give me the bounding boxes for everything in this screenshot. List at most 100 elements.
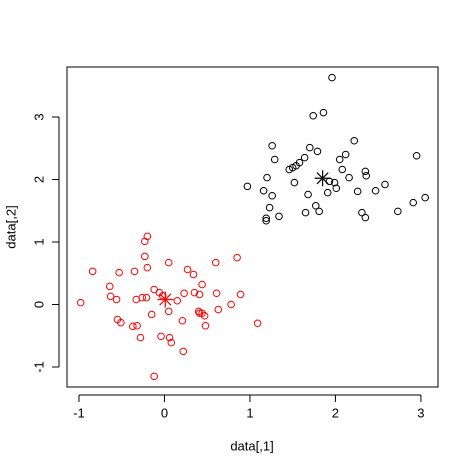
point bbox=[362, 171, 370, 180]
point bbox=[332, 184, 341, 193]
point bbox=[112, 295, 121, 304]
plot-frame bbox=[66, 66, 439, 388]
point bbox=[300, 153, 309, 162]
point bbox=[268, 191, 276, 200]
y-tick-label: 3 bbox=[31, 113, 46, 120]
point bbox=[143, 232, 152, 241]
point bbox=[330, 178, 339, 187]
point bbox=[353, 187, 362, 196]
point bbox=[259, 186, 268, 195]
point bbox=[341, 150, 350, 159]
y-axis-label: data[,2] bbox=[3, 205, 18, 248]
point bbox=[305, 143, 314, 152]
point bbox=[214, 305, 223, 314]
point bbox=[200, 311, 209, 320]
point bbox=[315, 207, 323, 216]
point bbox=[253, 319, 262, 328]
x-tick-label: 2 bbox=[332, 405, 339, 420]
point bbox=[268, 141, 276, 150]
point bbox=[189, 270, 198, 279]
point bbox=[178, 316, 187, 325]
point bbox=[130, 267, 139, 276]
point bbox=[164, 258, 173, 267]
point bbox=[421, 193, 429, 202]
y-tick-label: 1 bbox=[31, 238, 46, 245]
point bbox=[115, 268, 123, 277]
point bbox=[133, 321, 141, 330]
point bbox=[129, 322, 137, 331]
point bbox=[117, 318, 125, 327]
point bbox=[262, 214, 270, 223]
point bbox=[183, 265, 192, 274]
point bbox=[236, 290, 245, 299]
point bbox=[157, 332, 165, 341]
point bbox=[263, 173, 271, 182]
point bbox=[233, 253, 241, 262]
point bbox=[275, 212, 283, 221]
point bbox=[143, 263, 152, 272]
point bbox=[265, 203, 274, 212]
point bbox=[371, 186, 380, 195]
point bbox=[323, 188, 332, 197]
point bbox=[167, 338, 176, 347]
point bbox=[138, 293, 147, 302]
point bbox=[335, 155, 344, 164]
point bbox=[313, 147, 322, 156]
y-tick-label: -1 bbox=[31, 361, 46, 373]
y-tick-label: 0 bbox=[31, 301, 46, 308]
point bbox=[301, 208, 310, 217]
point bbox=[319, 108, 328, 117]
point bbox=[295, 158, 304, 167]
point bbox=[165, 333, 174, 342]
point bbox=[262, 216, 270, 225]
point bbox=[105, 282, 114, 291]
point bbox=[198, 280, 206, 289]
point bbox=[106, 292, 115, 301]
x-tick-label: 0 bbox=[161, 405, 168, 420]
point bbox=[227, 300, 235, 309]
point bbox=[409, 198, 418, 207]
cluster-center bbox=[157, 291, 174, 308]
point bbox=[211, 258, 220, 267]
point bbox=[338, 165, 347, 174]
point bbox=[201, 321, 210, 330]
y-tick-label: 2 bbox=[31, 176, 46, 183]
point bbox=[361, 167, 370, 176]
point bbox=[88, 267, 97, 276]
point bbox=[350, 136, 359, 145]
point bbox=[358, 208, 366, 217]
point bbox=[328, 73, 336, 82]
x-tick-label: -1 bbox=[73, 405, 85, 420]
point bbox=[164, 307, 173, 316]
point bbox=[179, 347, 188, 356]
point bbox=[311, 201, 320, 210]
point bbox=[270, 155, 279, 164]
point bbox=[309, 111, 317, 120]
point bbox=[195, 290, 204, 299]
point bbox=[212, 289, 221, 298]
point bbox=[345, 173, 353, 182]
point bbox=[142, 293, 151, 302]
x-axis-label: data[,1] bbox=[230, 438, 273, 453]
point bbox=[147, 310, 156, 319]
point bbox=[150, 372, 158, 381]
point bbox=[140, 252, 149, 261]
point bbox=[136, 333, 145, 342]
point bbox=[290, 178, 299, 187]
point bbox=[381, 180, 389, 189]
point bbox=[304, 190, 312, 199]
center-stroke bbox=[159, 293, 172, 306]
point bbox=[76, 298, 85, 307]
x-tick-label: 1 bbox=[246, 405, 253, 420]
center-stroke bbox=[316, 172, 329, 185]
point bbox=[198, 309, 206, 318]
point bbox=[394, 207, 402, 216]
point bbox=[361, 213, 370, 222]
point bbox=[412, 151, 421, 160]
x-tick-label: 3 bbox=[417, 405, 424, 420]
point bbox=[173, 296, 182, 305]
point bbox=[180, 289, 188, 298]
cluster-center bbox=[314, 170, 331, 187]
point bbox=[243, 182, 252, 191]
